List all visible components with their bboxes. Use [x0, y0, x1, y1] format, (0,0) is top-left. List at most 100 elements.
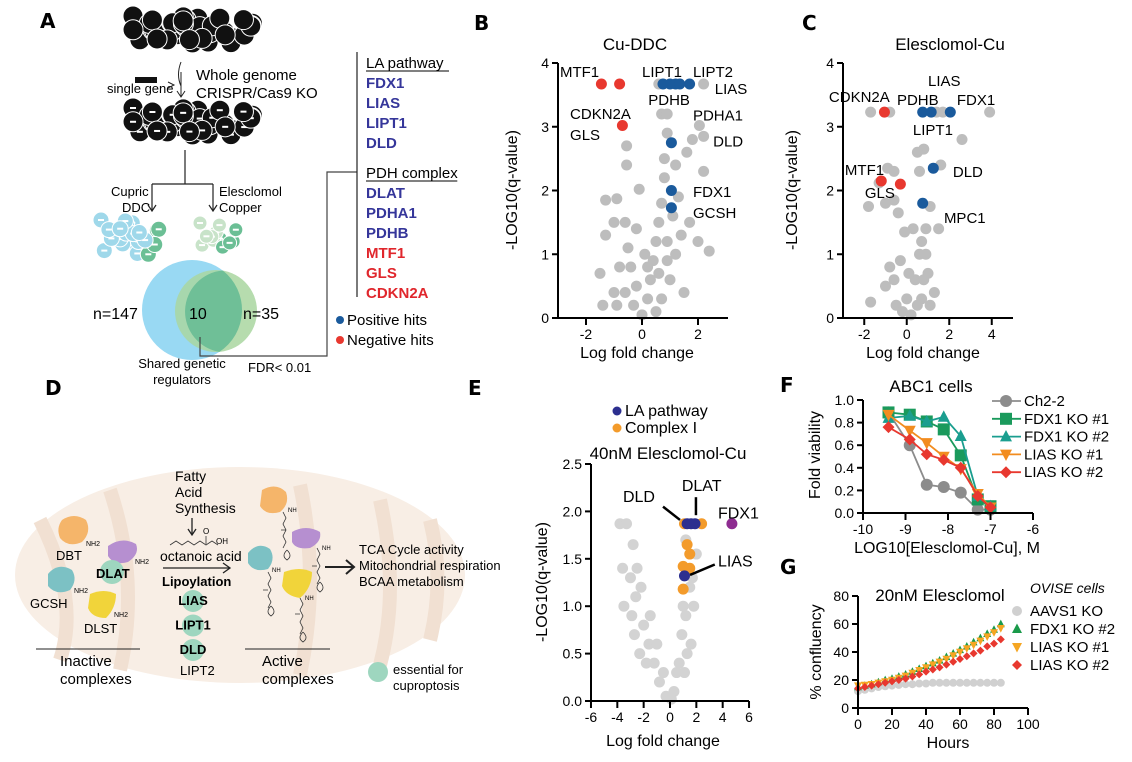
data-point-other — [670, 159, 682, 171]
x-tick-label: -10 — [853, 521, 873, 537]
data-point-negative-hits — [875, 175, 887, 187]
data-point-other — [650, 306, 662, 318]
y-axis-label: -LOG10(q-value) — [534, 522, 551, 642]
x-tick-label: -9 — [899, 521, 912, 537]
nh2-dlst: NH2 — [114, 612, 128, 619]
screen-label-line1: Whole genome — [196, 67, 297, 84]
x-tick-label: -2 — [637, 709, 650, 725]
data-point-aavs1-ko — [969, 678, 978, 687]
legend-dot-icon — [612, 406, 622, 416]
nh-dlst: NH — [305, 596, 314, 602]
data-point-lias-ko-1 — [903, 425, 916, 438]
data-point-lias-ko-2 — [922, 667, 930, 676]
data-point-other — [693, 119, 705, 131]
y-tick-label: 0.4 — [835, 460, 855, 476]
y-tick-label: 40 — [833, 644, 849, 660]
data-point-other — [863, 200, 874, 212]
knockout-mark — [117, 227, 124, 230]
data-point-negative-hits — [595, 78, 607, 90]
data-point-other — [924, 299, 936, 311]
legend-label: AAVS1 KO — [1030, 603, 1103, 620]
x-tick-label: 2 — [945, 326, 953, 342]
y-tick-label: 1.5 — [563, 551, 583, 567]
gene-fdx1: FDX1 — [366, 75, 404, 92]
data-point-positive-hits — [665, 137, 677, 149]
venn-right-count: n=35 — [243, 306, 279, 323]
data-point-other — [681, 146, 693, 158]
charts: 0 1 2 3 4 -2 0 2 Cu-DDC Log fold change -LOG10(q-v… — [504, 35, 1115, 752]
data-point-other — [656, 293, 668, 305]
data-point-aavs1-ko — [962, 678, 971, 687]
essential-legend-marker — [368, 662, 388, 682]
data-point-other — [600, 194, 612, 206]
data-point-other — [628, 299, 640, 311]
data-point-lias-ko-1 — [956, 648, 964, 657]
x-tick-label: 2 — [692, 709, 700, 725]
data-point-negative-hits — [894, 178, 906, 190]
x-axis-label: Log fold change — [606, 733, 720, 750]
y-tick-label: 0.0 — [563, 693, 583, 709]
screen-label-line2: CRISPR/Cas9 KO — [196, 85, 318, 102]
data-point-other — [650, 236, 662, 247]
data-point-lias-ko-2 — [860, 683, 869, 691]
data-point-aavs1-ko — [942, 678, 951, 687]
x-tick-label: 0 — [854, 716, 862, 732]
knockout-mark — [105, 228, 112, 231]
gcsh-protein — [48, 566, 75, 593]
knockout-mark — [241, 126, 248, 129]
x-axis-label: Log fold change — [866, 345, 980, 362]
data-point-lias-ko-1 — [935, 658, 944, 667]
data-point-other — [661, 255, 673, 267]
data-point-other — [903, 267, 915, 279]
data-point-other — [677, 600, 689, 612]
cell-cluster-knockout — [122, 97, 263, 146]
data-point-other — [622, 242, 634, 254]
data-point-other — [617, 562, 629, 574]
data-point-fdx1 — [726, 518, 738, 530]
data-point-fdx1-ko-2 — [903, 409, 916, 421]
outcome-arrow-icon — [325, 559, 356, 575]
x-axis-label: LOG10[Elesclomol-Cu], M — [854, 540, 1040, 557]
knockout-mark — [222, 125, 229, 128]
data-point-positive-hits — [684, 78, 696, 90]
data-point-other — [984, 106, 996, 118]
data-point-other — [933, 223, 945, 235]
data-point-other — [608, 216, 620, 228]
treatment2-line1: Elesclomol — [219, 184, 282, 199]
data-point-aavs1-ko — [922, 679, 930, 688]
chart-panel-e: 0.0 0.5 1.0 1.5 2.0 2.5 -6 -4 -2 0 2 4 6 40nM Elesclo… — [534, 403, 759, 750]
knockout-mark — [151, 243, 158, 246]
knockout-mark — [134, 252, 141, 255]
y-tick-label: 0 — [541, 310, 549, 326]
treatment1-line2: DDC — [122, 200, 150, 215]
data-point-other — [667, 210, 679, 222]
chart-title: ABC1 cells — [889, 377, 972, 396]
lipoylation-enzymes: LIAS LIPT1 DLD — [175, 590, 211, 661]
knockout-mark — [98, 219, 104, 221]
y-axis-label: Fold viability — [807, 411, 824, 499]
knockout-mark — [142, 239, 149, 242]
knockout-mark — [186, 130, 193, 133]
data-point-other — [621, 159, 633, 171]
nh-dbt: NH — [288, 508, 297, 514]
y-tick-label: 0.5 — [563, 646, 583, 662]
gene-annotation-gls: GLS — [570, 127, 600, 144]
data-point-other — [626, 610, 638, 622]
data-point-positive-hits — [917, 197, 929, 209]
cell-cluster-cupric-ddc — [92, 211, 168, 263]
data-point-lias-ko-2 — [903, 433, 916, 446]
legend-label: FDX1 KO #2 — [1030, 621, 1115, 638]
data-point-la-pathway — [689, 518, 701, 530]
cell — [122, 19, 144, 41]
nh2-gcsh: NH2 — [74, 588, 88, 595]
venn-overlap-count: 10 — [189, 306, 207, 323]
knockout-arrow-icon — [167, 61, 186, 98]
data-point-other — [653, 216, 665, 228]
data-point-positive-hits — [925, 106, 937, 118]
legend-label: LA pathway — [625, 403, 708, 420]
data-point-other — [597, 299, 609, 311]
data-point-other — [633, 183, 645, 195]
data-point-aavs1-ko — [908, 680, 917, 689]
y-tick-label: 4 — [541, 55, 549, 71]
legend-dot-icon — [336, 336, 344, 344]
